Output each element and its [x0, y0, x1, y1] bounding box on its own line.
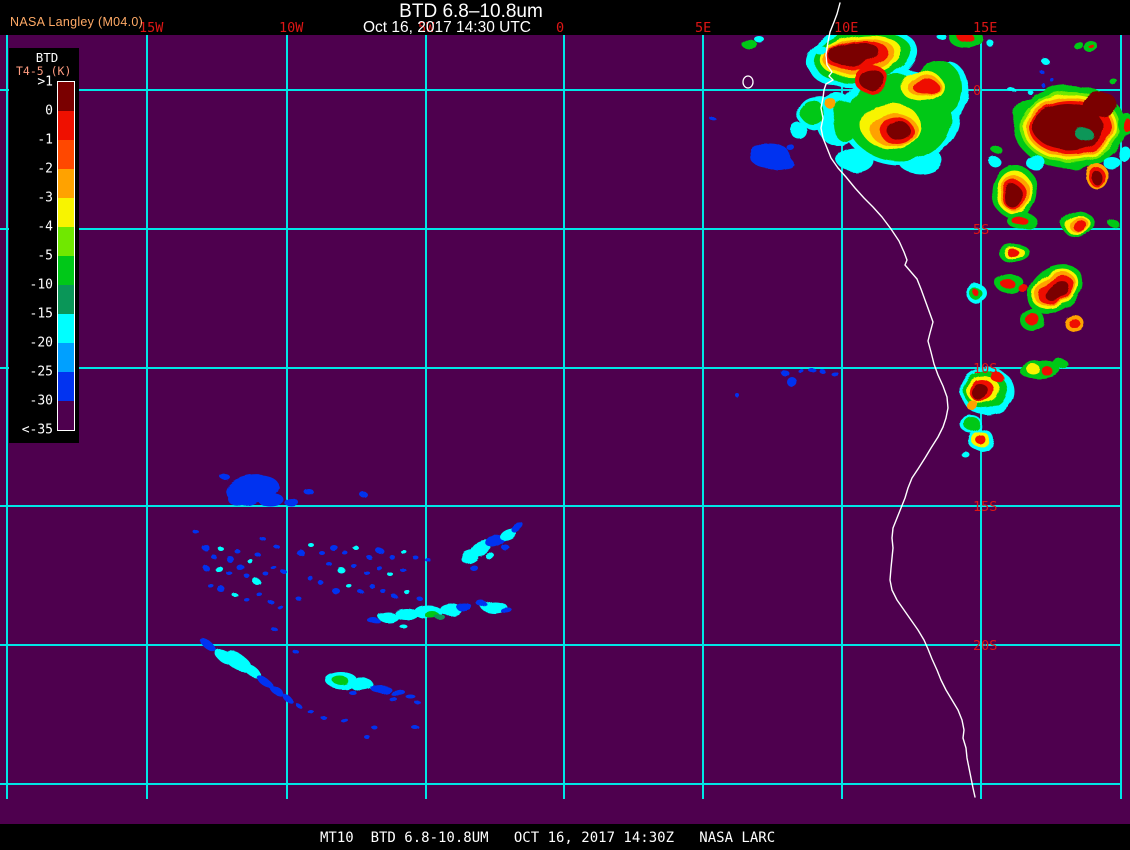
legend-title: BTD	[35, 50, 59, 65]
svg-text:0: 0	[556, 20, 564, 36]
latlon-gridlines	[0, 35, 1122, 799]
svg-text:0: 0	[973, 83, 981, 99]
legend-tick-label: -25	[29, 364, 53, 380]
legend-units: T4-5 (K)	[16, 64, 72, 78]
svg-text:10S: 10S	[973, 361, 997, 377]
legend-swatch	[58, 227, 74, 256]
svg-text:5S: 5S	[973, 222, 989, 238]
legend-tick-label: -30	[29, 393, 53, 409]
legend-tick-label: -20	[29, 335, 53, 351]
coastline	[742, 2, 976, 798]
legend-tick-label: >1	[37, 74, 53, 90]
legend-tick-label: -15	[29, 306, 53, 322]
page-title: BTD 6.8–10.8um	[399, 1, 543, 22]
legend-swatch	[58, 314, 74, 343]
brand-credit: NASA Langley (M04.0)	[10, 15, 144, 29]
svg-text:5W: 5W	[418, 20, 435, 36]
footer-caption: MT10 BTD 6.8-10.8UM OCT 16, 2017 14:30Z …	[320, 830, 776, 846]
legend-tick-label: -5	[37, 248, 53, 264]
svg-text:15E: 15E	[973, 20, 997, 36]
legend-tick-label: -3	[37, 190, 53, 206]
legend-swatch	[58, 256, 74, 285]
legend-swatch	[58, 372, 74, 401]
color-scale-bar	[57, 81, 75, 431]
svg-text:15S: 15S	[973, 499, 997, 515]
grid-labels: 15W 10W 5W 0 5E 10E 15E 0 5S 10S 15S 20S	[139, 20, 997, 654]
legend-swatch	[58, 401, 74, 430]
svg-text:20S: 20S	[973, 638, 997, 654]
svg-text:5E: 5E	[695, 20, 711, 36]
legend-tick-label: -10	[29, 277, 53, 293]
color-scale-legend: BTD T4-5 (K) >1 0 -1 -2 -3 -4 -5 -10 -15 -20 -25 -3…	[9, 48, 79, 443]
legend-swatch	[58, 285, 74, 314]
svg-text:10E: 10E	[834, 20, 858, 36]
footer-bar: MT10 BTD 6.8-10.8UM OCT 16, 2017 14:30Z …	[0, 824, 1130, 850]
legend-swatch	[58, 343, 74, 372]
legend-swatch	[58, 82, 74, 111]
legend-tick-label: -1	[37, 132, 53, 148]
cloud-clip	[193, 35, 1130, 738]
legend-swatch	[58, 169, 74, 198]
svg-text:10W: 10W	[279, 20, 304, 36]
legend-tick-label: <-35	[21, 422, 53, 438]
btd-cloud-field	[193, 35, 1130, 738]
legend-swatch	[58, 198, 74, 227]
timestamp: Oct 16, 2017 14:30 UTC	[362, 19, 532, 36]
legend-tick-label: -4	[37, 219, 53, 235]
legend-tick-label: 0	[45, 103, 53, 119]
legend-tick-label: -2	[37, 161, 53, 177]
svg-text:15W: 15W	[139, 20, 164, 36]
legend-swatch	[58, 140, 74, 169]
legend-swatch	[58, 111, 74, 140]
